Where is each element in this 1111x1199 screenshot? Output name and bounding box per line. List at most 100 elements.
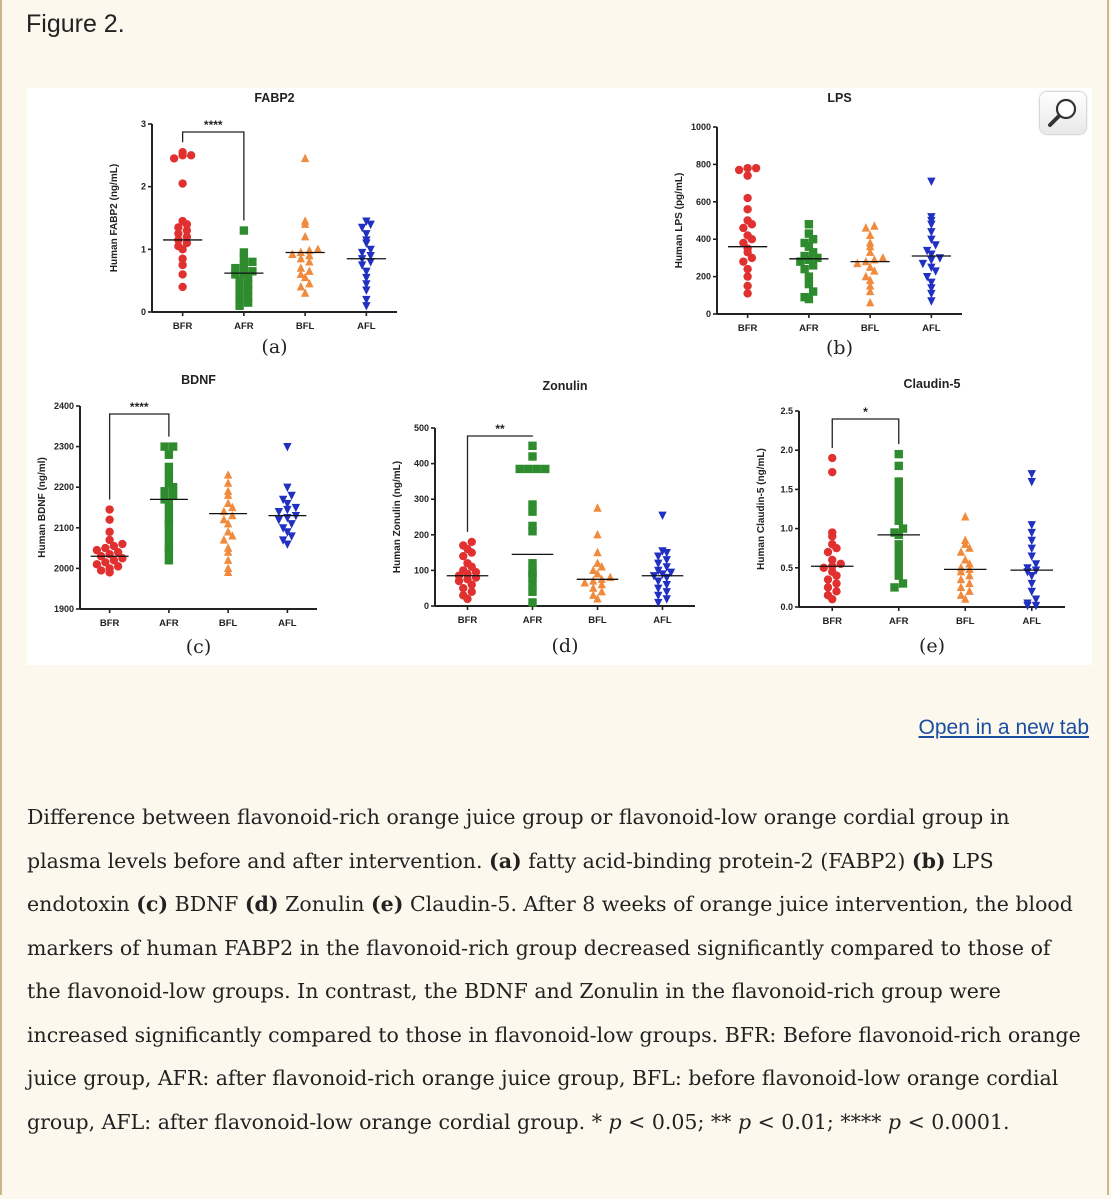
- significance-bracket: [181, 131, 245, 221]
- data-point: [219, 514, 229, 524]
- data-point: [828, 528, 837, 537]
- caption-label-e: (e): [370, 892, 404, 916]
- data-point: [1027, 470, 1036, 479]
- significance-label: ****: [204, 118, 223, 132]
- data-point: [239, 260, 249, 270]
- data-point: [300, 216, 310, 225]
- magnify-button[interactable]: [1040, 92, 1086, 134]
- x-tick-label: BFR: [458, 615, 478, 626]
- data-point: [362, 280, 371, 289]
- data-point: [861, 271, 871, 281]
- chart-title: Zonulin: [542, 379, 587, 393]
- data-point: [160, 487, 169, 496]
- data-point: [528, 587, 537, 596]
- data-point: [366, 220, 375, 230]
- data-point: [658, 570, 667, 579]
- data-point: [305, 266, 314, 275]
- data-point: [105, 535, 114, 545]
- data-point: [223, 470, 233, 479]
- data-point: [743, 264, 752, 274]
- data-point: [366, 258, 375, 267]
- data-point: [593, 558, 602, 567]
- y-axis-label: Human Zonulin (ng/mL): [392, 461, 403, 573]
- data-point: [743, 231, 752, 240]
- data-point: [515, 464, 524, 474]
- data-point: [743, 272, 752, 281]
- data-point: [870, 221, 879, 230]
- y-tick-label: 2400: [54, 401, 74, 411]
- x-tick-label: BFR: [738, 323, 758, 334]
- data-point: [300, 272, 310, 282]
- caption-text-c: BDNF: [174, 892, 239, 916]
- x-tick-label: BFR: [173, 321, 193, 332]
- y-tick-label: 200: [696, 272, 711, 282]
- data-point: [658, 547, 667, 556]
- data-point: [593, 569, 602, 578]
- open-in-new-tab-link[interactable]: Open in a new tab: [918, 716, 1089, 739]
- data-point: [223, 527, 233, 536]
- data-point: [92, 560, 102, 569]
- data-point: [239, 254, 249, 263]
- data-point: [800, 251, 809, 261]
- x-tick-label: BFR: [822, 616, 842, 627]
- data-point: [278, 536, 288, 545]
- caption-text-d: Zonulin: [285, 892, 365, 916]
- data-point: [796, 257, 805, 266]
- data-point: [956, 547, 966, 556]
- data-point: [894, 563, 903, 572]
- data-point: [178, 282, 187, 292]
- data-point: [743, 205, 752, 214]
- data-point: [927, 213, 936, 222]
- data-point: [164, 556, 174, 565]
- data-point: [823, 575, 833, 584]
- x-tick-label: AFR: [234, 321, 254, 332]
- data-point: [870, 266, 879, 275]
- data-point: [174, 223, 183, 232]
- data-point: [918, 259, 928, 269]
- chart-d: 0 100 200 300 400 500 Zonulin Human Zonulin (ng…: [392, 379, 695, 657]
- data-point: [164, 527, 174, 537]
- data-point: [813, 253, 822, 263]
- data-point: [164, 515, 174, 524]
- data-point: [894, 516, 903, 525]
- y-tick-label: 2300: [54, 442, 74, 452]
- data-point: [283, 528, 292, 537]
- data-point: [743, 216, 752, 225]
- data-point: [178, 179, 187, 188]
- x-tick-label: AFR: [523, 615, 543, 626]
- data-point: [1023, 599, 1032, 608]
- data-point: [927, 297, 936, 306]
- data-point: [105, 515, 114, 524]
- y-tick-label: 2000: [54, 563, 74, 573]
- data-point: [739, 238, 748, 248]
- data-point: [804, 294, 814, 304]
- chart-a: 0 1 2 3 FABP2 Human FABP2 (ng/mL) BFR AFR BFL AFL…: [109, 91, 397, 358]
- data-point: [927, 256, 936, 265]
- y-tick-label: 2.5: [780, 406, 793, 416]
- data-point: [956, 582, 966, 591]
- data-point: [459, 584, 468, 593]
- data-point: [823, 547, 833, 557]
- caption-label-c: (c): [136, 892, 169, 916]
- y-tick-label: 2: [141, 182, 146, 192]
- x-tick-label: AFR: [889, 616, 909, 627]
- data-point: [283, 443, 292, 452]
- data-point: [362, 295, 371, 305]
- data-point: [164, 499, 174, 508]
- data-point: [463, 559, 472, 568]
- data-point: [223, 486, 233, 495]
- data-point: [965, 543, 974, 552]
- data-point: [528, 527, 537, 536]
- x-tick-label: AFL: [1023, 616, 1042, 627]
- data-point: [182, 226, 192, 235]
- y-tick-label: 0.5: [780, 563, 793, 573]
- data-point: [528, 521, 537, 531]
- data-point: [808, 235, 818, 244]
- chart-b: 0 200 400 600 800 1000 LPS Human LPS (pg/mL) BFR…: [674, 91, 962, 359]
- data-point: [118, 539, 127, 549]
- data-point: [823, 583, 833, 592]
- data-point: [287, 520, 296, 529]
- significance-label: ****: [130, 400, 149, 414]
- data-point: [662, 556, 671, 565]
